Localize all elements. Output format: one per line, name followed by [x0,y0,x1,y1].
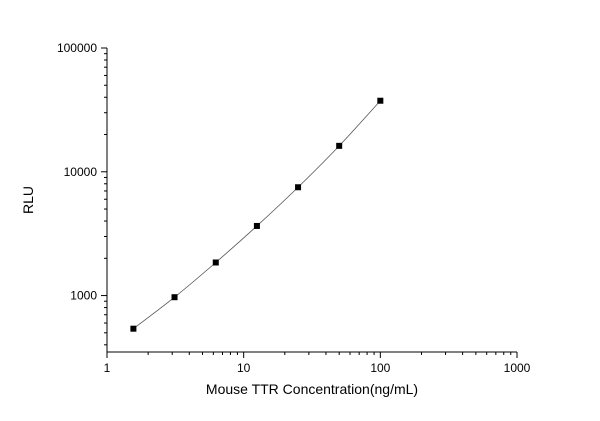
y-tick-label: 10000 [64,165,98,179]
data-point [171,294,178,301]
data-point [295,184,302,191]
data-point [377,97,384,104]
x-axis-title: Mouse TTR Concentration(ng/mL) [206,381,418,397]
y-axis-ticks: 1000 10000 100000 [57,41,107,346]
fit-curve-layer [133,100,381,330]
axes-frame [106,48,517,353]
data-point [212,259,219,266]
data-points [130,97,384,332]
x-tick-label: 1000 [504,361,531,375]
data-point [253,222,260,229]
y-tick-label: 100000 [57,41,97,55]
fit-curve-line [133,100,381,330]
data-point [336,142,343,149]
x-tick-label: 1 [104,361,111,375]
data-point [130,325,137,332]
x-tick-label: 100 [370,361,390,375]
x-tick-label: 10 [237,361,251,375]
y-tick-label: 1000 [70,289,97,303]
x-axis-ticks: 1 10 100 1000 [104,352,531,375]
y-axis-title: RLU [20,186,36,214]
